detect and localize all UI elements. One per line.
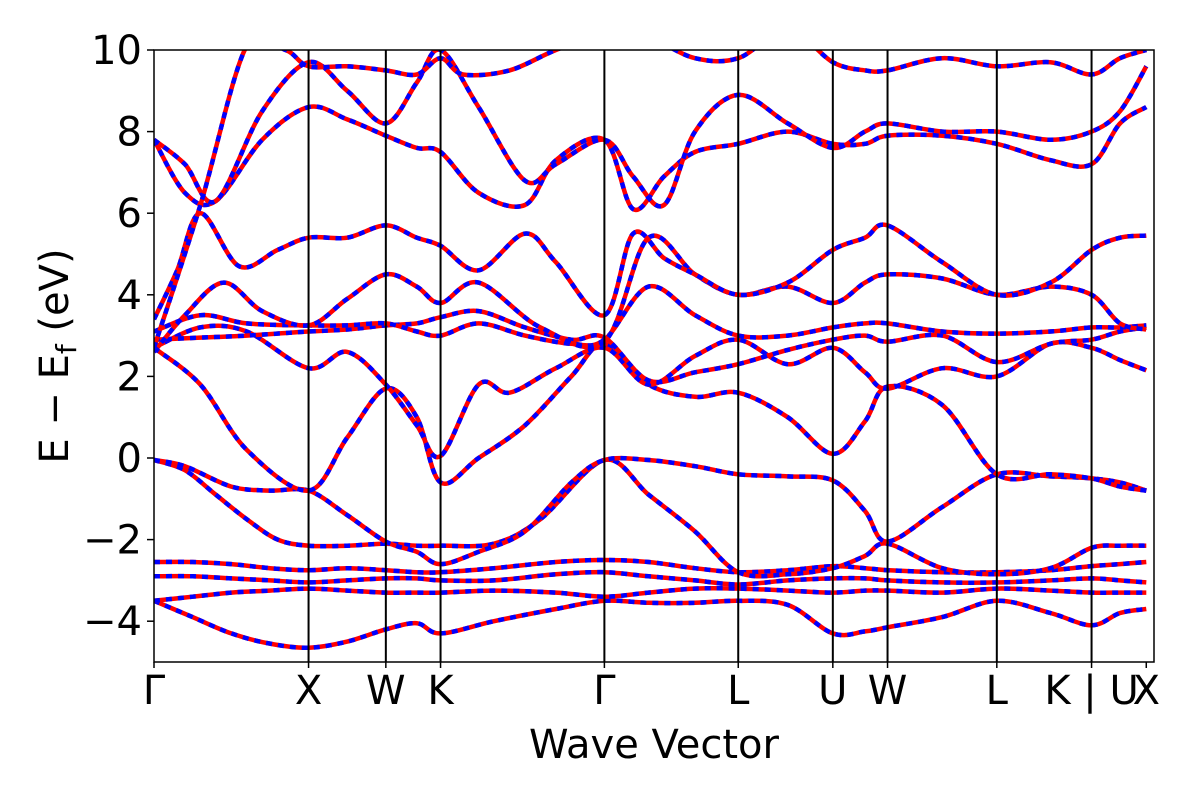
band-6-spin-up xyxy=(154,455,1147,567)
y-tick-label: 4 xyxy=(117,273,142,319)
x-tick-label: W xyxy=(366,668,406,714)
x-tick-label: Γ xyxy=(143,668,166,714)
x-tick-label: U xyxy=(818,668,847,714)
plot-frame xyxy=(153,49,1155,663)
band-10-spin-down xyxy=(154,284,1147,348)
x-tick-label: K | U xyxy=(1044,668,1138,714)
band-13-spin-down xyxy=(154,104,1148,213)
y-axis-label-subscript: f xyxy=(50,343,83,354)
band-7-spin-down xyxy=(154,341,1147,493)
x-tick-label: W xyxy=(868,668,908,714)
x-tick-label: X xyxy=(295,668,322,714)
x-axis-label: Wave Vector xyxy=(529,722,780,768)
y-tick-label: −2 xyxy=(83,518,142,564)
band-9-spin-down xyxy=(154,308,1147,385)
band-15-spin-up xyxy=(154,50,1147,349)
high-symmetry-lines xyxy=(307,50,1093,662)
y-tick-label: −4 xyxy=(83,599,142,645)
y-axis-label-unit: (eV) xyxy=(32,248,78,344)
y-tick-label: 0 xyxy=(117,436,142,482)
band-12-spin-down xyxy=(154,210,1147,321)
x-tick-label: Γ xyxy=(593,668,616,714)
band-5-spin-down xyxy=(154,457,1147,579)
y-axis-label: E − Ef (eV) xyxy=(32,248,83,463)
band-14-spin-down xyxy=(154,50,1149,209)
x-tick-label: K xyxy=(427,668,455,714)
x-tick-label: L xyxy=(727,668,750,714)
y-tick-label: 10 xyxy=(91,28,142,74)
x-tick-label: X xyxy=(1133,668,1160,714)
x-tick-label: L xyxy=(986,668,1009,714)
y-tick-label: 2 xyxy=(117,354,142,400)
y-tick-label: 6 xyxy=(117,191,142,237)
y-axis-label-main: E − E xyxy=(32,354,78,464)
y-axis-ticks: −4 −2 0 2 4 6 8 10 xyxy=(83,28,154,645)
y-tick-label: 8 xyxy=(117,110,142,156)
band-8-spin-down xyxy=(154,323,1148,460)
